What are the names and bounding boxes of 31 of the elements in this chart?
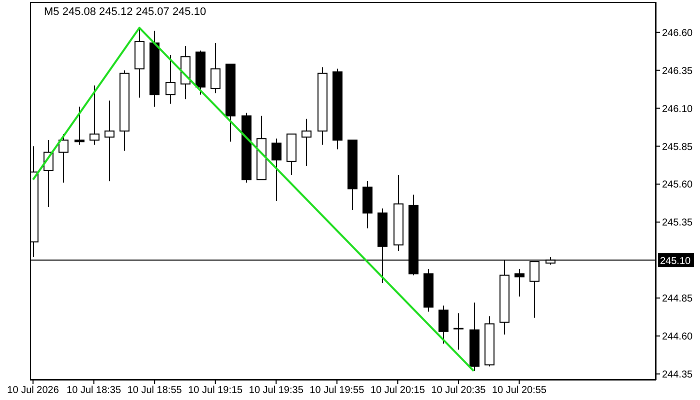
candlestick [454,312,464,350]
y-tick-label: 245.60 [662,180,694,191]
candlestick [58,134,68,184]
candlestick [302,118,312,166]
x-tick-label: 10 Jul 18:35 [66,385,122,396]
y-tick-label: 244.60 [662,332,694,343]
candlestick [210,42,220,94]
candlestick [104,100,114,182]
x-tick-label: 10 Jul 18:55 [127,385,182,396]
x-tick-label: 10 Jul 19:15 [188,385,244,396]
x-tick-label: 10 Jul 20:15 [370,385,426,396]
x-tick-label: 10 Jul 20:55 [492,385,547,396]
x-tick-label: 10 Jul 2026 [7,385,60,396]
candlestick [272,138,282,202]
candlestick [166,54,176,104]
y-tick-label: 246.35 [662,66,694,77]
x-tick-label: 10 Jul 19:55 [310,385,365,396]
candlestick [74,106,84,146]
y-tick-label: 245.35 [662,218,694,229]
candlestick [438,305,448,344]
y-tick-label: 245.85 [662,142,694,153]
x-tick-label: 10 Jul 20:35 [431,385,486,396]
chart-title: M5 245.08 245.12 245.07 245.10 [44,6,206,18]
candlestick [514,268,524,298]
ref-line-label: 245.10 [660,256,692,268]
y-tick-label: 246.60 [662,28,694,39]
candlestick [90,84,100,146]
y-tick-label: 244.85 [662,294,694,305]
x-tick-label: 10 Jul 19:35 [248,385,304,396]
y-tick-label: 244.35 [662,369,694,380]
y-tick-label: 246.10 [662,104,694,115]
